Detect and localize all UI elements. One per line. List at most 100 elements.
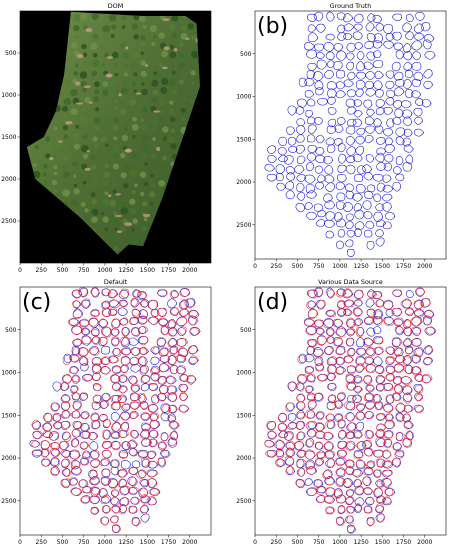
- x-tick-label: 1750: [161, 267, 176, 274]
- predicted-crown: [50, 402, 60, 412]
- crown-outlines: [29, 287, 201, 533]
- predicted-crown: [296, 458, 307, 469]
- ground-truth-crown: [295, 105, 305, 115]
- predicted-crown: [130, 392, 142, 402]
- ground-truth-crown: [395, 173, 405, 182]
- ground-truth-crown: [315, 147, 325, 156]
- tree-crown: [73, 25, 80, 32]
- tree-crown: [162, 136, 168, 141]
- predicted-crown: [313, 392, 324, 402]
- y-tick-label: 1000: [236, 370, 251, 377]
- predicted-crown: [179, 383, 189, 392]
- predicted-crown: [71, 289, 83, 299]
- predicted-crown: [326, 458, 336, 468]
- ground-truth-crown: [395, 136, 405, 146]
- tree-crown: [53, 171, 58, 176]
- x-tick-label: 500: [57, 267, 69, 274]
- predicted-crown: [188, 355, 199, 364]
- y-tick-label: 1000: [1, 370, 16, 377]
- panel-title: Ground Truth: [330, 2, 372, 10]
- ground-truth-crown: [89, 476, 101, 486]
- ground-truth-crown: [423, 69, 433, 79]
- tree-crown: [62, 154, 69, 161]
- ground-truth-crown: [306, 98, 316, 107]
- predicted-crown: [335, 494, 347, 504]
- predicted-crown: [304, 449, 316, 460]
- predicted-crown: [120, 336, 131, 346]
- tree-crown: [63, 97, 71, 106]
- tree-crown: [120, 191, 125, 196]
- ground-truth-crown: [395, 79, 405, 88]
- predicted-crown: [50, 448, 60, 457]
- ground-truth-crown: [365, 22, 375, 32]
- predicted-crown: [344, 401, 356, 411]
- predicted-crown: [60, 395, 71, 404]
- ground-truth-crown: [288, 145, 298, 153]
- predicted-crown: [296, 421, 305, 430]
- panel-title: Various Data Source: [318, 278, 383, 286]
- predicted-crown: [356, 411, 366, 421]
- axes-frame: [19, 286, 212, 536]
- ground-truth-crown: [383, 127, 394, 137]
- x-tick-label: 500: [57, 539, 69, 546]
- predicted-crown: [70, 487, 82, 496]
- ground-truth-crown: [307, 421, 318, 429]
- predicted-crown: [306, 373, 317, 382]
- ground-truth-crown: [365, 87, 377, 97]
- predicted-crown: [385, 373, 396, 381]
- ground-truth-crown: [287, 105, 298, 116]
- predicted-crown: [354, 298, 363, 307]
- tree-crown: [53, 165, 58, 170]
- predicted-crown: [373, 316, 383, 326]
- tree-crown: [171, 70, 176, 75]
- predicted-crown: [414, 405, 424, 413]
- tree-crown: [153, 34, 157, 39]
- predicted-crown: [31, 440, 41, 448]
- predicted-crown: [411, 366, 422, 376]
- predicted-crown: [161, 450, 171, 458]
- tree-crown: [141, 88, 148, 96]
- predicted-crown: [169, 307, 179, 316]
- x-tick-label: 0: [253, 263, 257, 270]
- tree-crown: [142, 201, 148, 207]
- bare-soil-patch: [88, 101, 93, 104]
- predicted-crown: [382, 469, 393, 477]
- bare-soil-patch: [118, 93, 122, 97]
- predicted-crown: [366, 517, 375, 527]
- ground-truth-crown: [395, 127, 406, 137]
- tree-crown: [149, 201, 154, 206]
- predicted-crown: [102, 505, 112, 513]
- predicted-crown: [122, 402, 132, 411]
- ground-truth-crown: [141, 413, 151, 421]
- bare-soil-patch: [116, 230, 123, 234]
- ground-truth-crown: [128, 337, 140, 346]
- predicted-crown: [130, 317, 139, 325]
- predicted-crown: [157, 375, 167, 385]
- ground-truth-crown: [383, 153, 394, 163]
- predicted-crown: [110, 515, 119, 524]
- predicted-crown: [354, 486, 365, 495]
- ground-truth-crown: [404, 346, 414, 355]
- ground-truth-crown: [141, 423, 152, 432]
- tree-crown: [63, 118, 68, 123]
- predicted-crown: [324, 494, 334, 503]
- ground-truth-crown: [130, 363, 142, 373]
- predicted-crown: [353, 308, 363, 318]
- predicted-crown: [295, 431, 305, 441]
- tree-crown: [178, 51, 185, 58]
- ground-truth-crown: [314, 43, 325, 52]
- ground-truth-crown: [306, 190, 318, 199]
- ground-truth-crown: [296, 191, 306, 201]
- ground-truth-crown: [404, 70, 414, 79]
- tree-crown: [72, 132, 80, 141]
- predicted-crown: [400, 376, 413, 386]
- tree-crown: [139, 171, 147, 178]
- tree-crown: [45, 153, 51, 159]
- predicted-crown: [147, 404, 159, 413]
- predicted-crown: [188, 309, 198, 318]
- predicted-crown: [345, 381, 357, 391]
- ground-truth-crown: [343, 202, 354, 212]
- tree-crown: [83, 173, 89, 179]
- tree-crown: [55, 144, 60, 150]
- y-tick-label: 2000: [1, 455, 16, 462]
